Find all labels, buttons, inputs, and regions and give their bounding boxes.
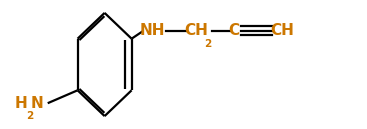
Text: NH: NH: [139, 23, 165, 38]
Text: 2: 2: [204, 39, 211, 49]
Text: H: H: [15, 96, 28, 111]
Text: C: C: [229, 23, 240, 38]
Text: 2: 2: [26, 111, 33, 121]
Text: N: N: [30, 96, 43, 111]
Text: CH: CH: [184, 23, 208, 38]
Text: CH: CH: [270, 23, 294, 38]
